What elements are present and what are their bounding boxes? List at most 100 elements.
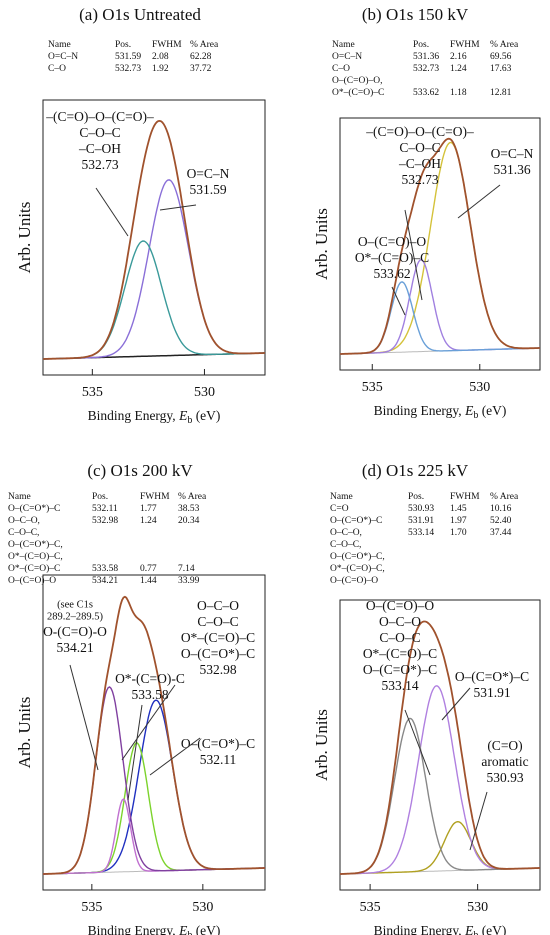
table-cell: 1.45 bbox=[450, 504, 467, 514]
table-header: Pos. bbox=[413, 40, 429, 50]
table-cell: 1.24 bbox=[140, 516, 157, 526]
annotation: O*–(C=O)–C bbox=[363, 646, 437, 661]
annotation: O*-(C=O)-C bbox=[115, 671, 185, 686]
x-axis-label: Binding Energy, Eb (eV) bbox=[374, 923, 507, 935]
x-axis-label: Binding Energy, Eb (eV) bbox=[374, 403, 507, 421]
table-cell: 531.59 bbox=[115, 52, 141, 62]
x-label-part: E bbox=[464, 403, 474, 418]
table-header: Pos. bbox=[92, 492, 108, 502]
x-label-part: (eV) bbox=[478, 403, 506, 418]
y-axis-label: Arb. Units bbox=[312, 709, 331, 781]
table-cell: 533.14 bbox=[408, 528, 434, 538]
annotation: 533.58 bbox=[131, 687, 168, 702]
annotation: 530.93 bbox=[486, 770, 523, 785]
x-label-part: E bbox=[178, 923, 188, 935]
annotation: 532.73 bbox=[81, 157, 118, 172]
table-cell: 534.21 bbox=[92, 576, 118, 586]
component-peak bbox=[43, 179, 265, 360]
table-cell: 52.40 bbox=[490, 516, 512, 526]
annotation: O*–(C=O)–C bbox=[355, 250, 429, 265]
table-name: C–O–C, bbox=[8, 528, 39, 538]
leader-line bbox=[69, 664, 99, 771]
table-name: O–(C=O*)–C, bbox=[330, 551, 385, 562]
envelope bbox=[340, 620, 540, 875]
table-name: O–(C=O*)–C, bbox=[8, 539, 63, 550]
table-cell: 37.44 bbox=[490, 528, 512, 538]
leader-line bbox=[457, 184, 501, 219]
x-label-part: (eV) bbox=[192, 923, 220, 935]
table-name: O–(C=O)–O bbox=[330, 575, 378, 586]
y-axis-label: Arb. Units bbox=[15, 697, 34, 769]
envelope bbox=[43, 119, 265, 360]
annotation: 289.2–289.5) bbox=[47, 611, 104, 622]
annotation: O*–(C=O)–C bbox=[181, 630, 255, 645]
x-axis-label: Binding Energy, Eb (eV) bbox=[88, 408, 221, 426]
x-label-part: Binding Energy, bbox=[374, 403, 466, 418]
annotation: –(C=O)–O–(C=O)– bbox=[365, 124, 474, 139]
table-cell: 533.58 bbox=[92, 564, 118, 574]
table-cell: 2.08 bbox=[152, 52, 169, 62]
x-tick-label: 530 bbox=[192, 900, 213, 915]
table-header: FWHM bbox=[450, 40, 480, 50]
plot-frame bbox=[339, 117, 541, 371]
x-label-part: Binding Energy, bbox=[374, 923, 466, 935]
panel-title: (d) O1s 225 kV bbox=[362, 461, 469, 480]
table-name: O–(C=O*)–C bbox=[330, 515, 382, 526]
table-name: O–(C=O*)–C bbox=[8, 503, 60, 514]
annotation: O–(C=O)–O bbox=[366, 598, 435, 613]
annotation: –(C=O)–O–(C=O)– bbox=[45, 109, 154, 124]
panel-title: (c) O1s 200 kV bbox=[87, 461, 193, 480]
table-header: FWHM bbox=[450, 492, 480, 502]
annotation: O=C–N bbox=[491, 146, 534, 161]
table-cell: 20.34 bbox=[178, 516, 200, 526]
annotation: 532.11 bbox=[200, 752, 237, 767]
leader-line bbox=[469, 791, 488, 851]
table-cell: 530.93 bbox=[408, 504, 434, 514]
table-name: C–O–C, bbox=[330, 540, 361, 550]
y-axis-label: Arb. Units bbox=[15, 202, 34, 274]
leader-line bbox=[127, 704, 143, 801]
table-cell: 69.56 bbox=[490, 52, 512, 62]
table-cell: 17.63 bbox=[490, 64, 512, 74]
plot-frame bbox=[42, 574, 266, 891]
x-tick-label: 530 bbox=[469, 380, 490, 395]
table-cell: 531.91 bbox=[408, 516, 434, 526]
annotation: O–(C=O*)–C bbox=[181, 646, 255, 661]
table-name: O–C–O, bbox=[330, 528, 362, 538]
annotation: O–C–O bbox=[197, 598, 239, 613]
annotation: C–O–C bbox=[79, 125, 120, 140]
table-header: FWHM bbox=[152, 40, 182, 50]
panel-title: (a) O1s Untreated bbox=[79, 5, 201, 24]
panel-title: (b) O1s 150 kV bbox=[362, 5, 469, 24]
annotation: C–O–C bbox=[379, 630, 420, 645]
component-peak bbox=[340, 281, 540, 355]
annotation: –C–OH bbox=[398, 156, 441, 171]
leader-line bbox=[441, 687, 471, 721]
annotation: O–(C=O)–O bbox=[358, 234, 427, 249]
annotation: 531.59 bbox=[189, 182, 226, 197]
plot-frame bbox=[339, 599, 541, 891]
leader-line bbox=[149, 737, 201, 776]
table-name: O=C–N bbox=[332, 52, 362, 62]
leader-line bbox=[95, 187, 129, 237]
x-tick-label: 530 bbox=[467, 900, 488, 915]
x-label-part: b bbox=[473, 410, 478, 421]
annotation: O=C–N bbox=[187, 166, 230, 181]
x-label-part: Binding Energy, bbox=[88, 923, 180, 935]
table-cell: 1.70 bbox=[450, 528, 467, 538]
annotation: O–C–O bbox=[379, 614, 421, 629]
table-cell: 2.16 bbox=[450, 52, 467, 62]
table-header: % Area bbox=[178, 492, 207, 502]
table-cell: 62.28 bbox=[190, 52, 212, 62]
y-axis-label: Arb. Units bbox=[312, 208, 331, 280]
table-cell: 1.18 bbox=[450, 88, 467, 98]
annotation: 532.98 bbox=[199, 662, 236, 677]
annotation: 531.36 bbox=[493, 162, 530, 177]
table-name: O–C–O, bbox=[8, 516, 40, 526]
x-label-part: b bbox=[473, 930, 478, 935]
table-name: O–(C=O)–O bbox=[8, 575, 56, 586]
table-cell: 0.77 bbox=[140, 564, 157, 574]
annotation: 531.91 bbox=[473, 685, 510, 700]
table-cell: 10.16 bbox=[490, 504, 512, 514]
